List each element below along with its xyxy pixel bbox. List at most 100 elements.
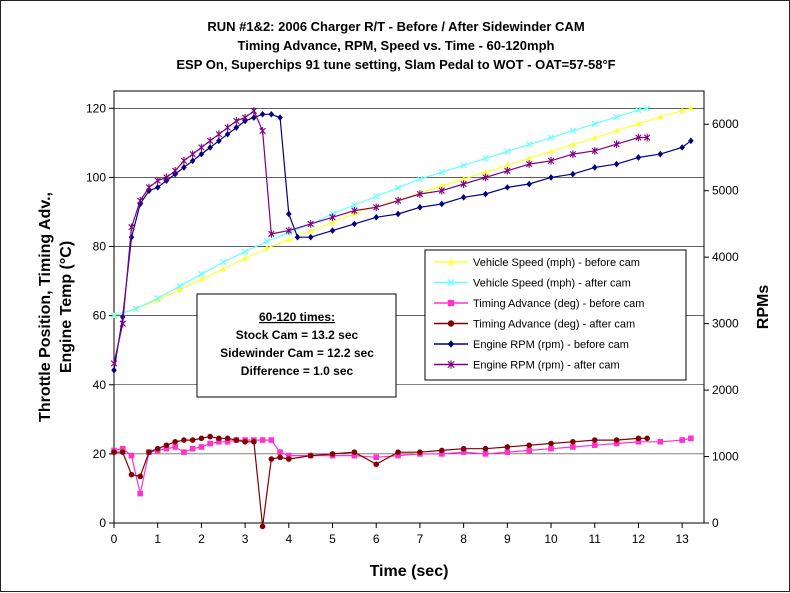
series-4-point-16 — [251, 114, 257, 121]
x-axis-ticks: 0 1 2 3 4 5 6 7 8 9 10 11 12 13 — [111, 523, 689, 546]
series-4-point-28 — [438, 200, 445, 208]
series-3-point-1 — [119, 449, 126, 455]
series-5-point-18 — [268, 230, 275, 238]
annotation-line-sidewinder: Sidewinder Cam = 12.2 sec — [220, 346, 374, 360]
series-3-point-3 — [137, 473, 144, 480]
series-1-point-1 — [132, 305, 140, 312]
series-0-point-18 — [504, 162, 511, 168]
chart-title-line-2: Timing Advance, RPM, Speed vs. Time - 60… — [238, 38, 555, 53]
series-3-point-27 — [438, 447, 445, 454]
series-0-point-2 — [154, 296, 161, 303]
series-5-point-29 — [504, 166, 511, 175]
legend-label-4: Engine RPM (rpm) - before cam — [473, 339, 629, 351]
series-4-point-33 — [548, 174, 554, 181]
legend-swatch-marker-0 — [447, 258, 455, 265]
series-3-point-11 — [207, 433, 213, 440]
series-2-point-8 — [181, 449, 187, 455]
left-tick-label-2: 40 — [93, 378, 107, 392]
series-4-point-36 — [613, 160, 620, 168]
series-5-point-20 — [307, 220, 314, 228]
x-tick-label-2: 2 — [198, 532, 205, 546]
legend-item-0: Vehicle Speed (mph) - before cam — [434, 257, 640, 269]
series-5-point-7 — [171, 166, 179, 175]
series-4-point-40 — [688, 137, 694, 145]
series-2-line — [113, 437, 692, 494]
series-5-point-32 — [569, 150, 577, 158]
x-axis-title: Time (sec) — [370, 563, 449, 580]
series-5-point-9 — [189, 150, 196, 158]
series-3-point-30 — [504, 444, 511, 450]
series-1-point-4 — [198, 270, 205, 278]
series-1-line — [113, 107, 648, 317]
series-5-point-19 — [285, 226, 293, 235]
series-5-point-23 — [373, 203, 380, 212]
legend: Vehicle Speed (mph) - before cam Vehicle … — [424, 249, 687, 381]
series-2-point-11 — [207, 440, 213, 447]
series-5-point-25 — [416, 190, 424, 198]
series-1-point-14 — [416, 175, 424, 183]
series-0-point-20 — [548, 148, 554, 154]
series-1-point-23 — [613, 113, 620, 121]
series-2-point-10 — [198, 444, 205, 450]
series-5-point-5 — [154, 176, 161, 185]
annotation-line-difference: Difference = 1.0 sec — [241, 364, 354, 378]
series-0-point-19 — [526, 155, 532, 161]
annotation-line-stock: Stock Cam = 13.2 sec — [236, 328, 359, 342]
series-3-point-29 — [482, 445, 489, 452]
left-tick-label-3: 60 — [93, 309, 107, 323]
series-5 — [110, 107, 651, 368]
series-2-point-7 — [172, 444, 178, 450]
legend-swatch-marker-2 — [447, 299, 455, 307]
series-4-point-13 — [224, 130, 231, 138]
series-2-point-3 — [137, 490, 144, 497]
series-1-point-12 — [372, 193, 380, 200]
series-4-point-5 — [154, 184, 161, 191]
series-0-point-23 — [613, 127, 620, 134]
right-tick-label-2: 2000 — [712, 383, 739, 397]
series-2-point-38 — [679, 437, 685, 443]
left-axis-title: Throttle Position, Timing Adv., Engine T… — [37, 192, 75, 422]
series-3-point-22 — [329, 451, 336, 457]
series-3-point-34 — [591, 437, 598, 443]
series-5-point-30 — [525, 160, 533, 168]
x-tick-label-10: 10 — [544, 532, 558, 546]
series-5-point-28 — [482, 173, 489, 182]
left-tick-label-4: 80 — [93, 240, 107, 254]
series-2-point-18 — [268, 437, 275, 443]
series-4-point-2 — [128, 233, 135, 241]
series-3-point-19 — [277, 454, 283, 461]
series-2-point-30 — [504, 449, 511, 455]
series-5-point-21 — [329, 213, 336, 222]
series-1-point-7 — [263, 238, 271, 245]
series-5-point-4 — [145, 183, 153, 192]
legend-item-3: Timing Advance (deg) - after cam — [434, 319, 635, 331]
x-tick-label-3: 3 — [242, 532, 249, 546]
series-0-point-6 — [242, 255, 248, 261]
series-4-point-38 — [657, 150, 664, 158]
legend-label-5: Engine RPM (rpm) - after cam — [473, 360, 620, 372]
series-0-point-7 — [264, 244, 270, 251]
right-axis-title-text: RPMs — [755, 285, 772, 330]
series-1-point-19 — [525, 141, 533, 148]
right-tick-label-4: 4000 — [712, 250, 739, 264]
legend-swatch-marker-3 — [447, 320, 455, 327]
series-5-point-1 — [119, 319, 126, 328]
series-4-point-39 — [679, 144, 685, 151]
series-5-point-17 — [259, 127, 266, 135]
x-tick-label-5: 5 — [329, 532, 336, 546]
chart-title-line-3: ESP On, Superchips 91 tune setting, Slam… — [176, 57, 615, 72]
series-4-point-0 — [111, 366, 117, 374]
series-2-point-28 — [460, 449, 467, 455]
series-1-point-24 — [635, 106, 642, 114]
series-3-point-14 — [233, 437, 240, 443]
series-5-point-24 — [394, 196, 402, 205]
series-3-point-31 — [526, 442, 532, 449]
series-0-line — [113, 107, 692, 317]
series-1-point-18 — [504, 148, 511, 155]
series-5-point-10 — [198, 143, 205, 152]
series-4-point-26 — [395, 210, 401, 218]
series-0-point-22 — [591, 134, 598, 140]
annotation-heading: 60-120 times: — [259, 310, 335, 324]
legend-item-1: Vehicle Speed (mph) - after cam — [434, 278, 631, 290]
